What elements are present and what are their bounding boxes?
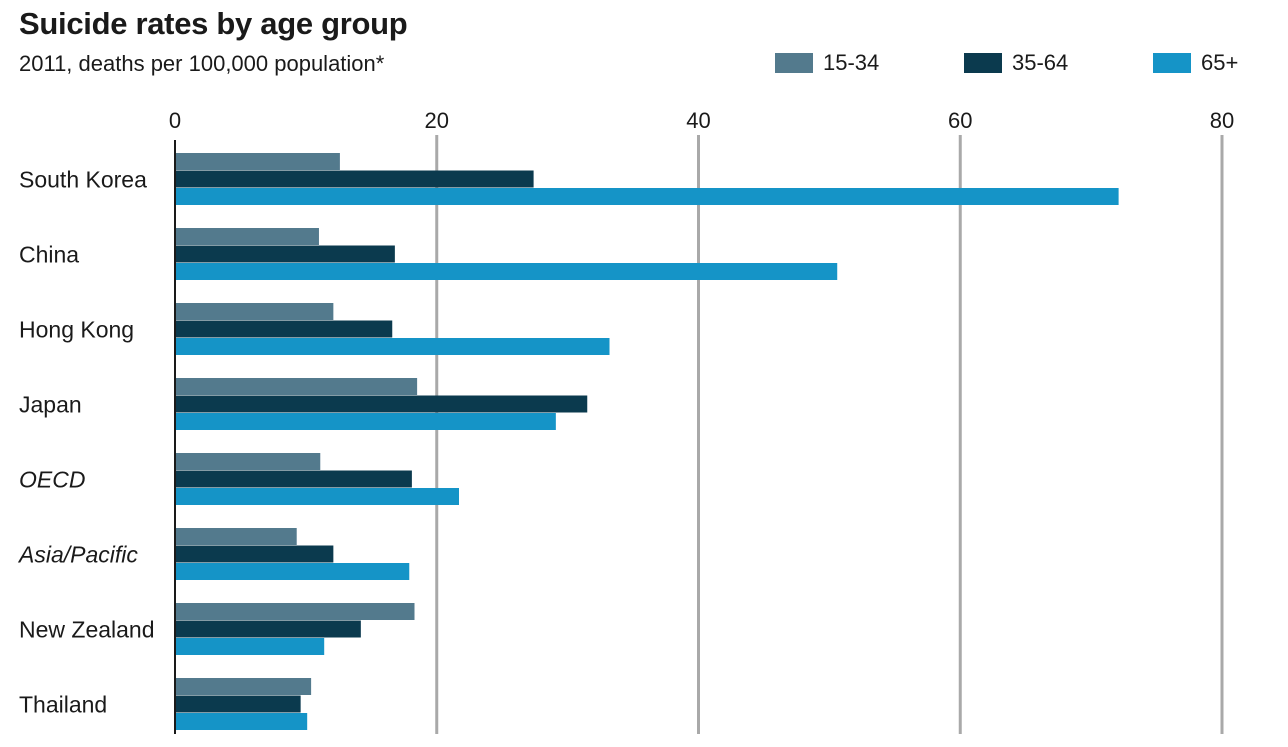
legend-item-65-plus: 65+ xyxy=(1153,50,1239,75)
bar-asia-pacific-65-plus xyxy=(175,563,410,580)
bar-japan-15-34 xyxy=(175,378,418,395)
bar-new-zealand-65-plus xyxy=(175,638,325,655)
x-tick-label-40: 40 xyxy=(686,108,710,133)
legend-label-35-64: 35-64 xyxy=(1012,50,1069,75)
category-label-china: China xyxy=(19,241,79,267)
bar-asia-pacific-15-34 xyxy=(175,528,297,545)
bar-south-korea-35-64 xyxy=(175,170,534,188)
bar-south-korea-65-plus xyxy=(175,188,1119,205)
bar-south-korea-15-34 xyxy=(175,153,340,170)
x-tick-label-0: 0 xyxy=(169,108,181,133)
bar-thailand-15-34 xyxy=(175,678,312,695)
chart-title: Suicide rates by age group xyxy=(19,6,408,41)
category-label-thailand: Thailand xyxy=(19,691,107,717)
bar-oecd-15-34 xyxy=(175,453,321,470)
bar-asia-pacific-35-64 xyxy=(175,545,334,563)
category-label-south-korea: South Korea xyxy=(19,166,147,192)
legend-swatch-35-64 xyxy=(964,53,1002,73)
bar-japan-35-64 xyxy=(175,395,588,413)
bar-china-35-64 xyxy=(175,245,395,263)
bar-hong-kong-15-34 xyxy=(175,303,334,320)
legend-label-15-34: 15-34 xyxy=(823,50,880,75)
legend-swatch-65-plus xyxy=(1153,53,1191,73)
x-tick-label-60: 60 xyxy=(948,108,972,133)
bar-thailand-65-plus xyxy=(175,713,308,730)
bar-china-15-34 xyxy=(175,228,319,245)
x-tick-label-80: 80 xyxy=(1210,108,1234,133)
x-tick-label-20: 20 xyxy=(425,108,449,133)
bar-new-zealand-35-64 xyxy=(175,620,361,638)
category-label-oecd: OECD xyxy=(19,466,85,492)
category-label-japan: Japan xyxy=(19,391,82,417)
chart-subtitle: 2011, deaths per 100,000 population* xyxy=(19,51,385,76)
bar-hong-kong-35-64 xyxy=(175,320,393,338)
legend-item-15-34: 15-34 xyxy=(775,50,880,75)
bar-oecd-35-64 xyxy=(175,470,412,488)
legend-label-65-plus: 65+ xyxy=(1201,50,1239,75)
legend-item-35-64: 35-64 xyxy=(964,50,1069,75)
bar-oecd-65-plus xyxy=(175,488,459,505)
bar-japan-65-plus xyxy=(175,413,556,430)
bar-new-zealand-15-34 xyxy=(175,603,415,620)
bar-thailand-35-64 xyxy=(175,695,301,713)
bar-china-65-plus xyxy=(175,263,838,280)
category-label-hong-kong: Hong Kong xyxy=(19,316,134,342)
legend-swatch-15-34 xyxy=(775,53,813,73)
bar-hong-kong-65-plus xyxy=(175,338,610,355)
category-label-asia-pacific: Asia/Pacific xyxy=(17,541,138,567)
category-label-new-zealand: New Zealand xyxy=(19,616,155,642)
